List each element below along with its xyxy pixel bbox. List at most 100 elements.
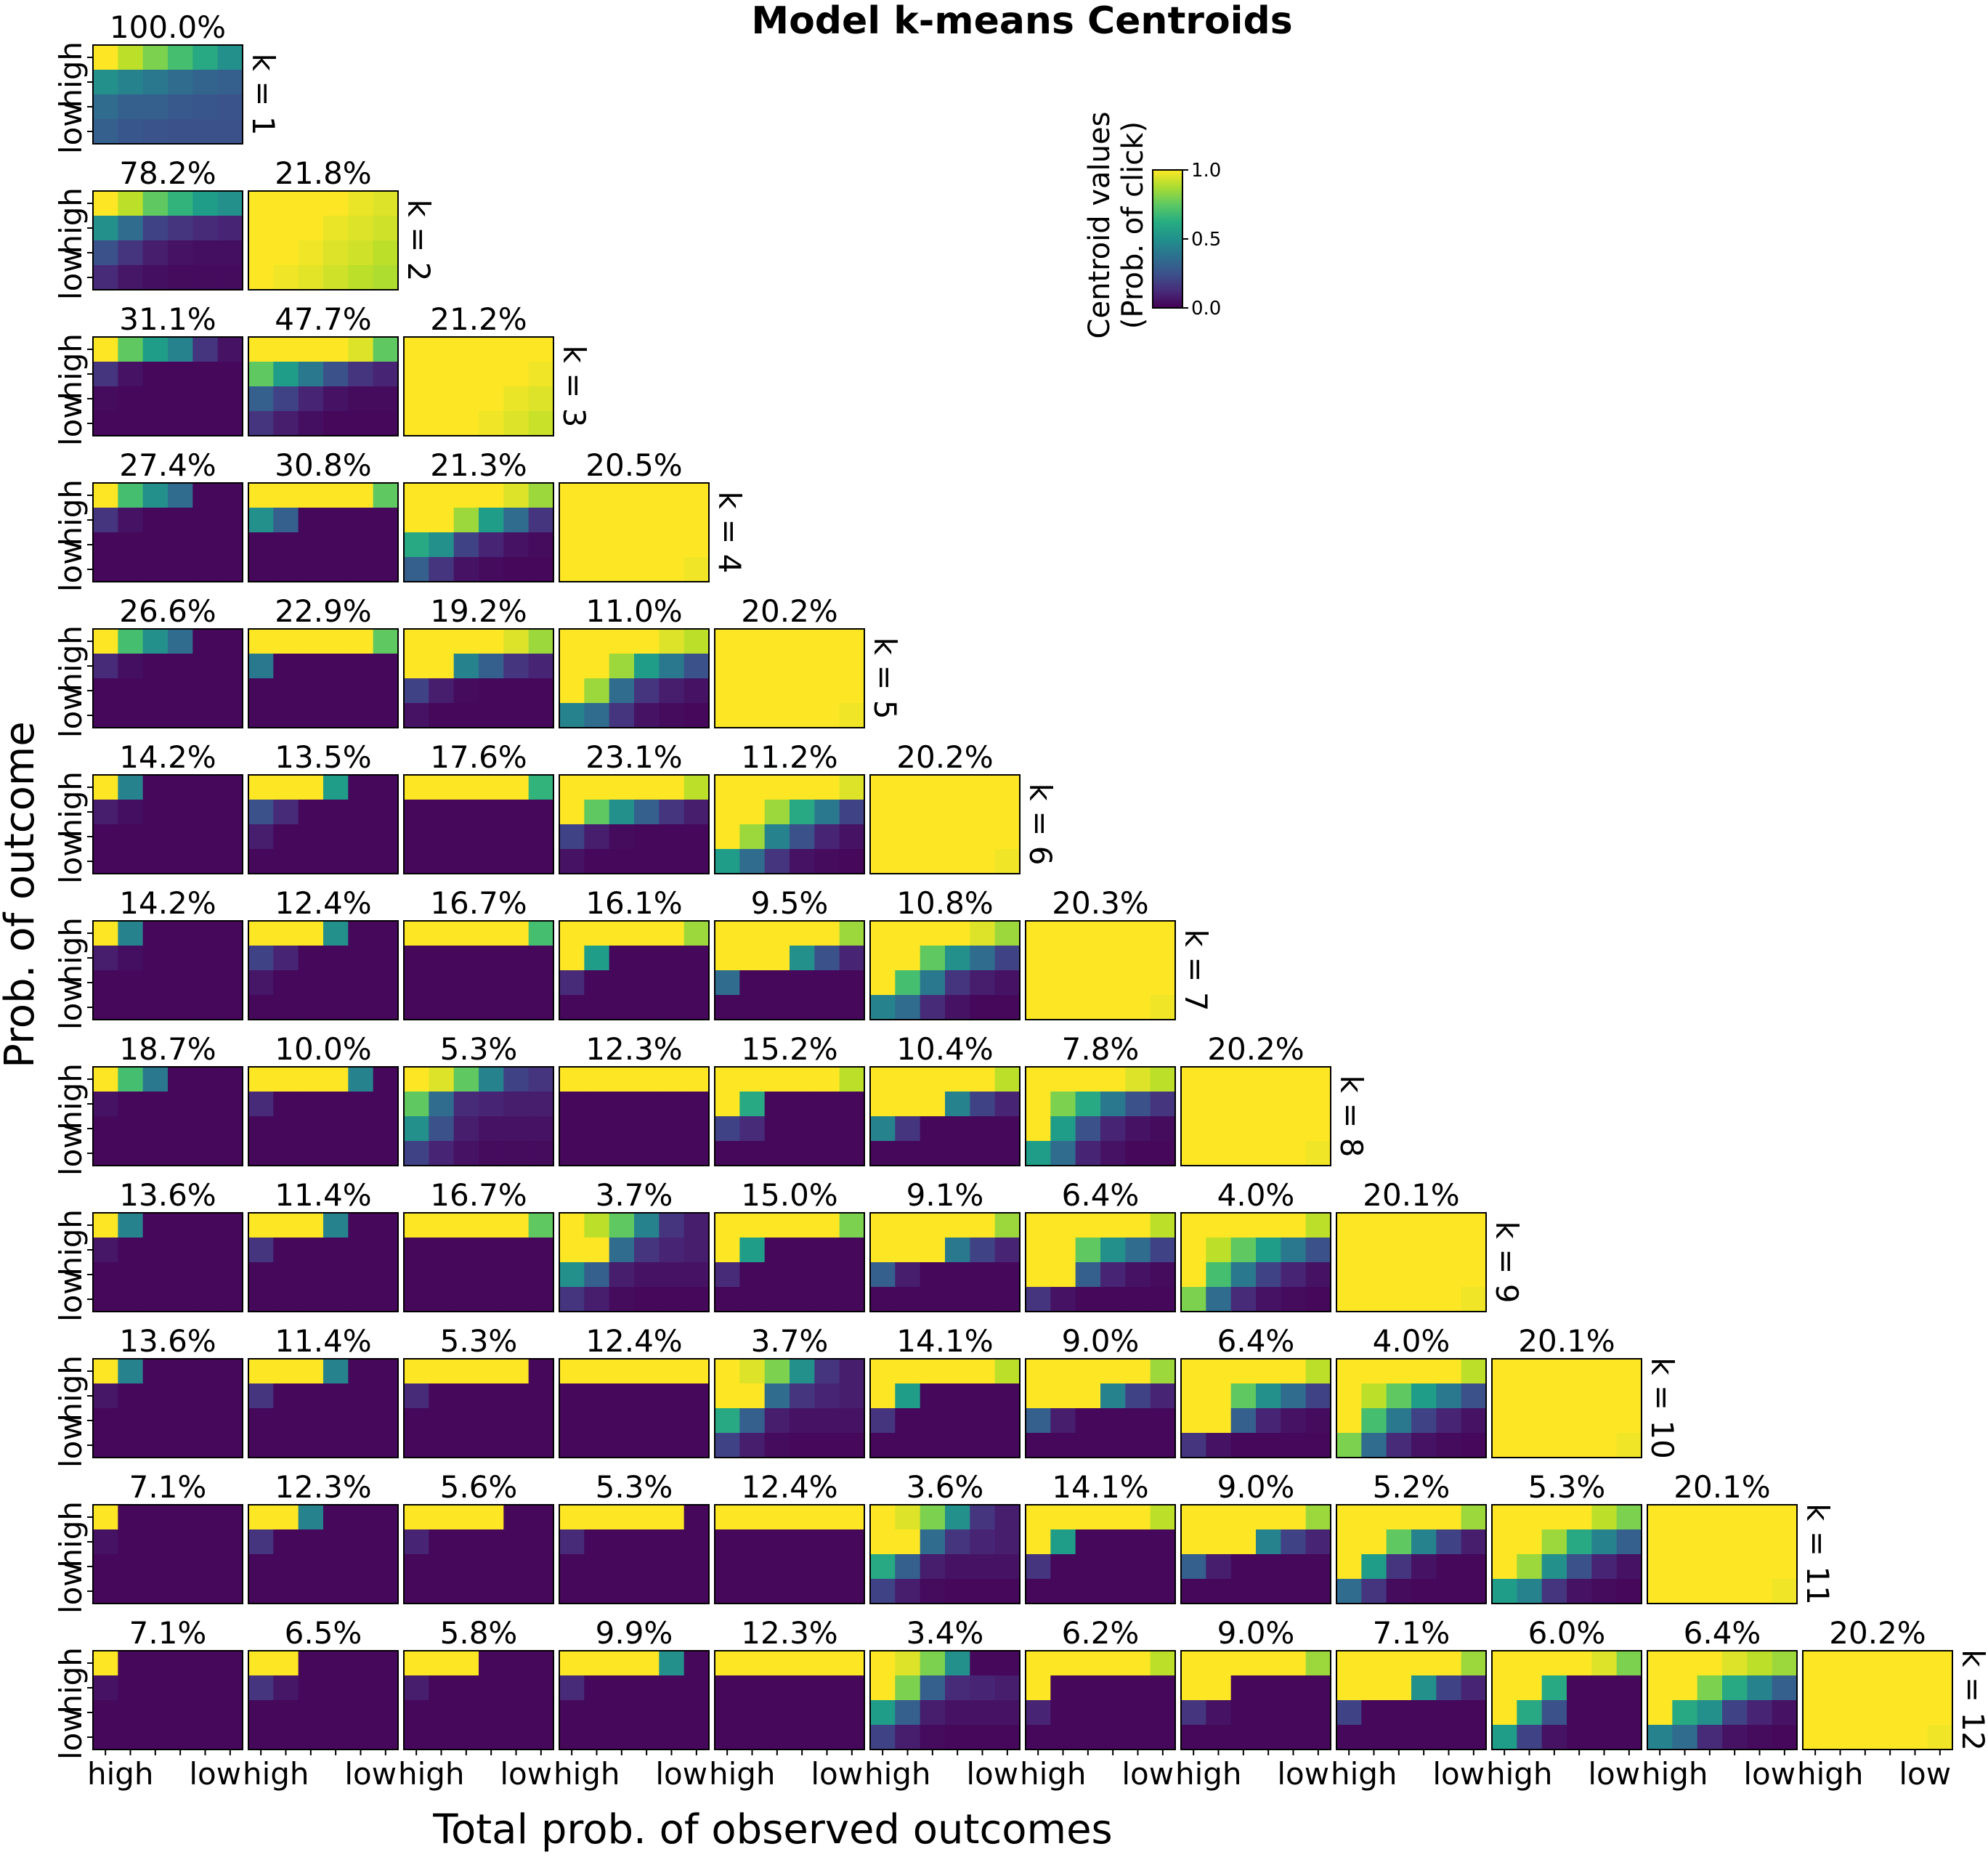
heatmap-cell [1386, 1287, 1412, 1312]
heatmap-cell [273, 191, 299, 216]
heatmap-cell [920, 1433, 946, 1458]
heatmap-cell [895, 1238, 921, 1263]
heatmap-cell [814, 678, 840, 704]
heatmap-cell [142, 1116, 169, 1142]
heatmap-cell [1411, 1529, 1437, 1555]
heatmap-cell [118, 411, 144, 436]
heatmap-cell [1181, 1238, 1206, 1263]
heatmap-cell [1927, 1700, 1953, 1726]
heatmap-cell [609, 1725, 635, 1750]
heatmap-cell [373, 1141, 399, 1166]
heatmap-cell [739, 1383, 766, 1409]
heatmap-cell [764, 800, 790, 825]
heatmap-cell [1181, 1359, 1206, 1384]
centroid-panel-frame [559, 1650, 710, 1750]
heatmap-cell [609, 1579, 635, 1604]
heatmap-cell [192, 703, 219, 728]
heatmap-cell [945, 1433, 970, 1458]
heatmap-cell [323, 1213, 349, 1238]
heatmap-cell [168, 1383, 193, 1409]
heatmap-cell [248, 1067, 274, 1092]
heatmap-cell [503, 824, 530, 850]
heatmap-cell [1100, 1675, 1126, 1701]
centroid-panel-frame [714, 920, 865, 1020]
heatmap-cell [453, 483, 479, 508]
heatmap-cell [118, 1579, 144, 1604]
heatmap-cell [920, 921, 946, 946]
heatmap-cell [453, 703, 479, 728]
heatmap-cell [895, 1651, 921, 1676]
heatmap-cell [1256, 1433, 1281, 1458]
heatmap-cell [453, 629, 479, 654]
heatmap-cell [1281, 1675, 1307, 1701]
heatmap-cell [273, 849, 299, 874]
heatmap-cell [609, 1700, 635, 1726]
heatmap-cell [1927, 1725, 1953, 1750]
heatmap-cell [503, 1725, 530, 1750]
heatmap-cell [429, 629, 455, 654]
heatmap-cell [323, 265, 349, 290]
heatmap-cell [559, 557, 585, 582]
heatmap-cell [994, 1116, 1021, 1142]
heatmap-cell [479, 1675, 504, 1701]
heatmap-cell [298, 970, 324, 996]
heatmap-cell [373, 1287, 399, 1312]
heatmap-cell [373, 1554, 399, 1580]
heatmap-cell [479, 1067, 504, 1092]
heatmap-cell [168, 386, 193, 412]
heatmap-cell [634, 1238, 660, 1263]
heatmap-cell [118, 1529, 144, 1555]
heatmap-cell [142, 1287, 169, 1312]
heatmap-cell [739, 678, 766, 704]
heatmap-cell [739, 849, 766, 874]
heatmap-cell [609, 1141, 635, 1166]
heatmap-cell [739, 800, 766, 825]
heatmap-cell [1256, 1116, 1281, 1142]
cluster-percent-label: 14.1% [896, 1323, 993, 1359]
heatmap-cell [609, 970, 635, 996]
heatmap-cell [1305, 1554, 1331, 1580]
colorbar-gradient [1152, 169, 1183, 309]
heatmap-cell [1461, 1651, 1487, 1676]
heatmap-cell [217, 94, 243, 120]
cluster-percent-label: 9.5% [751, 885, 829, 921]
heatmap-cell [373, 1579, 399, 1604]
heatmap-cell [404, 800, 429, 825]
heatmap-cell [920, 1262, 946, 1288]
heatmap-cell [273, 1505, 299, 1530]
heatmap-cell [453, 970, 479, 996]
heatmap-cell [1386, 1408, 1412, 1434]
heatmap-cell [404, 946, 429, 971]
heatmap-cell [142, 824, 169, 850]
heatmap-cell [895, 1408, 921, 1434]
heatmap-cell [192, 1359, 219, 1384]
heatmap-cell [168, 678, 193, 704]
heatmap-cell [764, 1092, 790, 1117]
heatmap-cell [168, 557, 193, 582]
heatmap-cell [994, 1579, 1021, 1604]
heatmap-cell [683, 1383, 710, 1409]
heatmap-cell [920, 1675, 946, 1701]
heatmap-cell [584, 678, 610, 704]
heatmap-cell [192, 1238, 219, 1263]
heatmap-cell [192, 1725, 219, 1750]
heatmap-cell [634, 1359, 660, 1384]
heatmap-cell [559, 1067, 585, 1092]
centroid-panel-frame [92, 190, 243, 290]
cluster-percent-label: 12.4% [585, 1323, 682, 1359]
heatmap-cell [659, 557, 685, 582]
heatmap-cell [1336, 1675, 1362, 1701]
heatmap-cell [1281, 1092, 1307, 1117]
heatmap-cell [683, 703, 710, 728]
heatmap-cell [839, 1554, 865, 1580]
cluster-percent-label: 19.2% [430, 593, 527, 629]
heatmap-cell [168, 483, 193, 508]
heatmap-cell [453, 775, 479, 800]
heatmap-cell [248, 849, 274, 874]
heatmap-cell [192, 191, 219, 216]
heatmap-cell [1591, 1433, 1618, 1458]
heatmap-cell [1100, 1287, 1126, 1312]
heatmap-cell [839, 824, 865, 850]
heatmap-cell [323, 1067, 349, 1092]
heatmap-cell [1411, 1408, 1437, 1434]
